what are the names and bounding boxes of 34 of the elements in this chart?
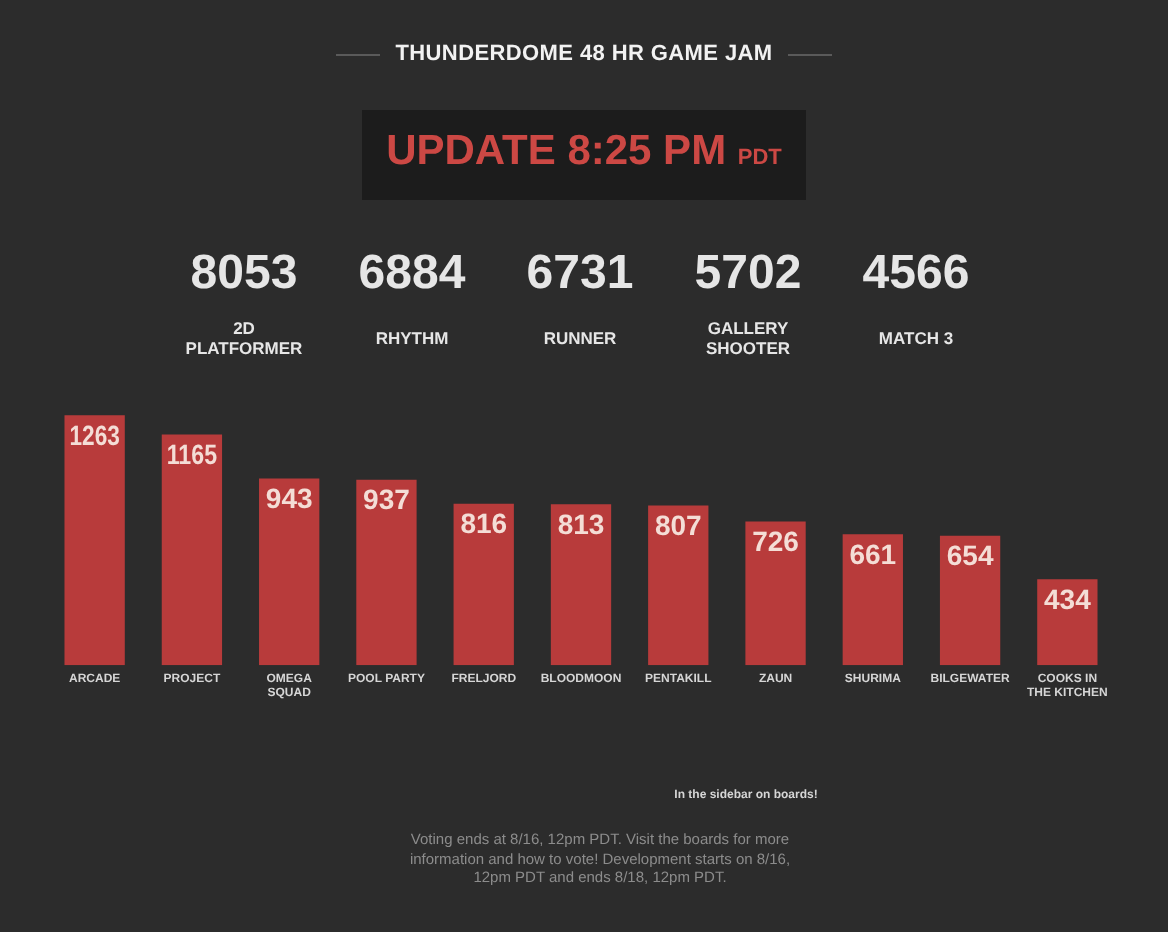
data-label: 943: [265, 482, 313, 515]
bar: [259, 478, 320, 666]
bar: [161, 434, 223, 666]
category-label: RHYTHM: [373, 328, 451, 348]
data-label: 654: [946, 539, 994, 572]
bar: [745, 521, 806, 666]
data-label: 6884: [358, 246, 466, 300]
category-label: MATCH 3: [876, 328, 956, 348]
category-label: GALLERY SHOOTER: [703, 318, 793, 358]
data-label: 726: [752, 525, 800, 558]
bar: [842, 534, 903, 666]
data-label: 8053: [190, 246, 298, 300]
data-label: 1165: [166, 438, 218, 471]
bar: [648, 505, 709, 666]
data-label: 813: [557, 507, 605, 540]
bar: [64, 415, 125, 666]
text: UPDATE 8:25 PM PDT: [362, 110, 806, 200]
text: THUNDERDOME 48 HR GAME JAM: [395, 40, 773, 70]
bar: [356, 479, 417, 666]
data-label: 4566: [862, 246, 970, 300]
category-label: 2D PLATFORMER: [183, 318, 305, 358]
bar: [1037, 579, 1098, 666]
bar: [550, 504, 612, 666]
data-label: 434: [1044, 582, 1092, 615]
bar: [939, 535, 1001, 666]
data-label: 1263: [69, 418, 120, 452]
data-label: 816: [460, 507, 508, 540]
data-label: 661: [849, 538, 897, 571]
data-label: 6731: [526, 246, 634, 300]
category-label: RUNNER: [541, 328, 619, 348]
bar: [453, 503, 514, 666]
data-label: 5702: [694, 246, 802, 300]
data-label: 807: [654, 509, 703, 542]
data-label: 937: [363, 483, 411, 516]
